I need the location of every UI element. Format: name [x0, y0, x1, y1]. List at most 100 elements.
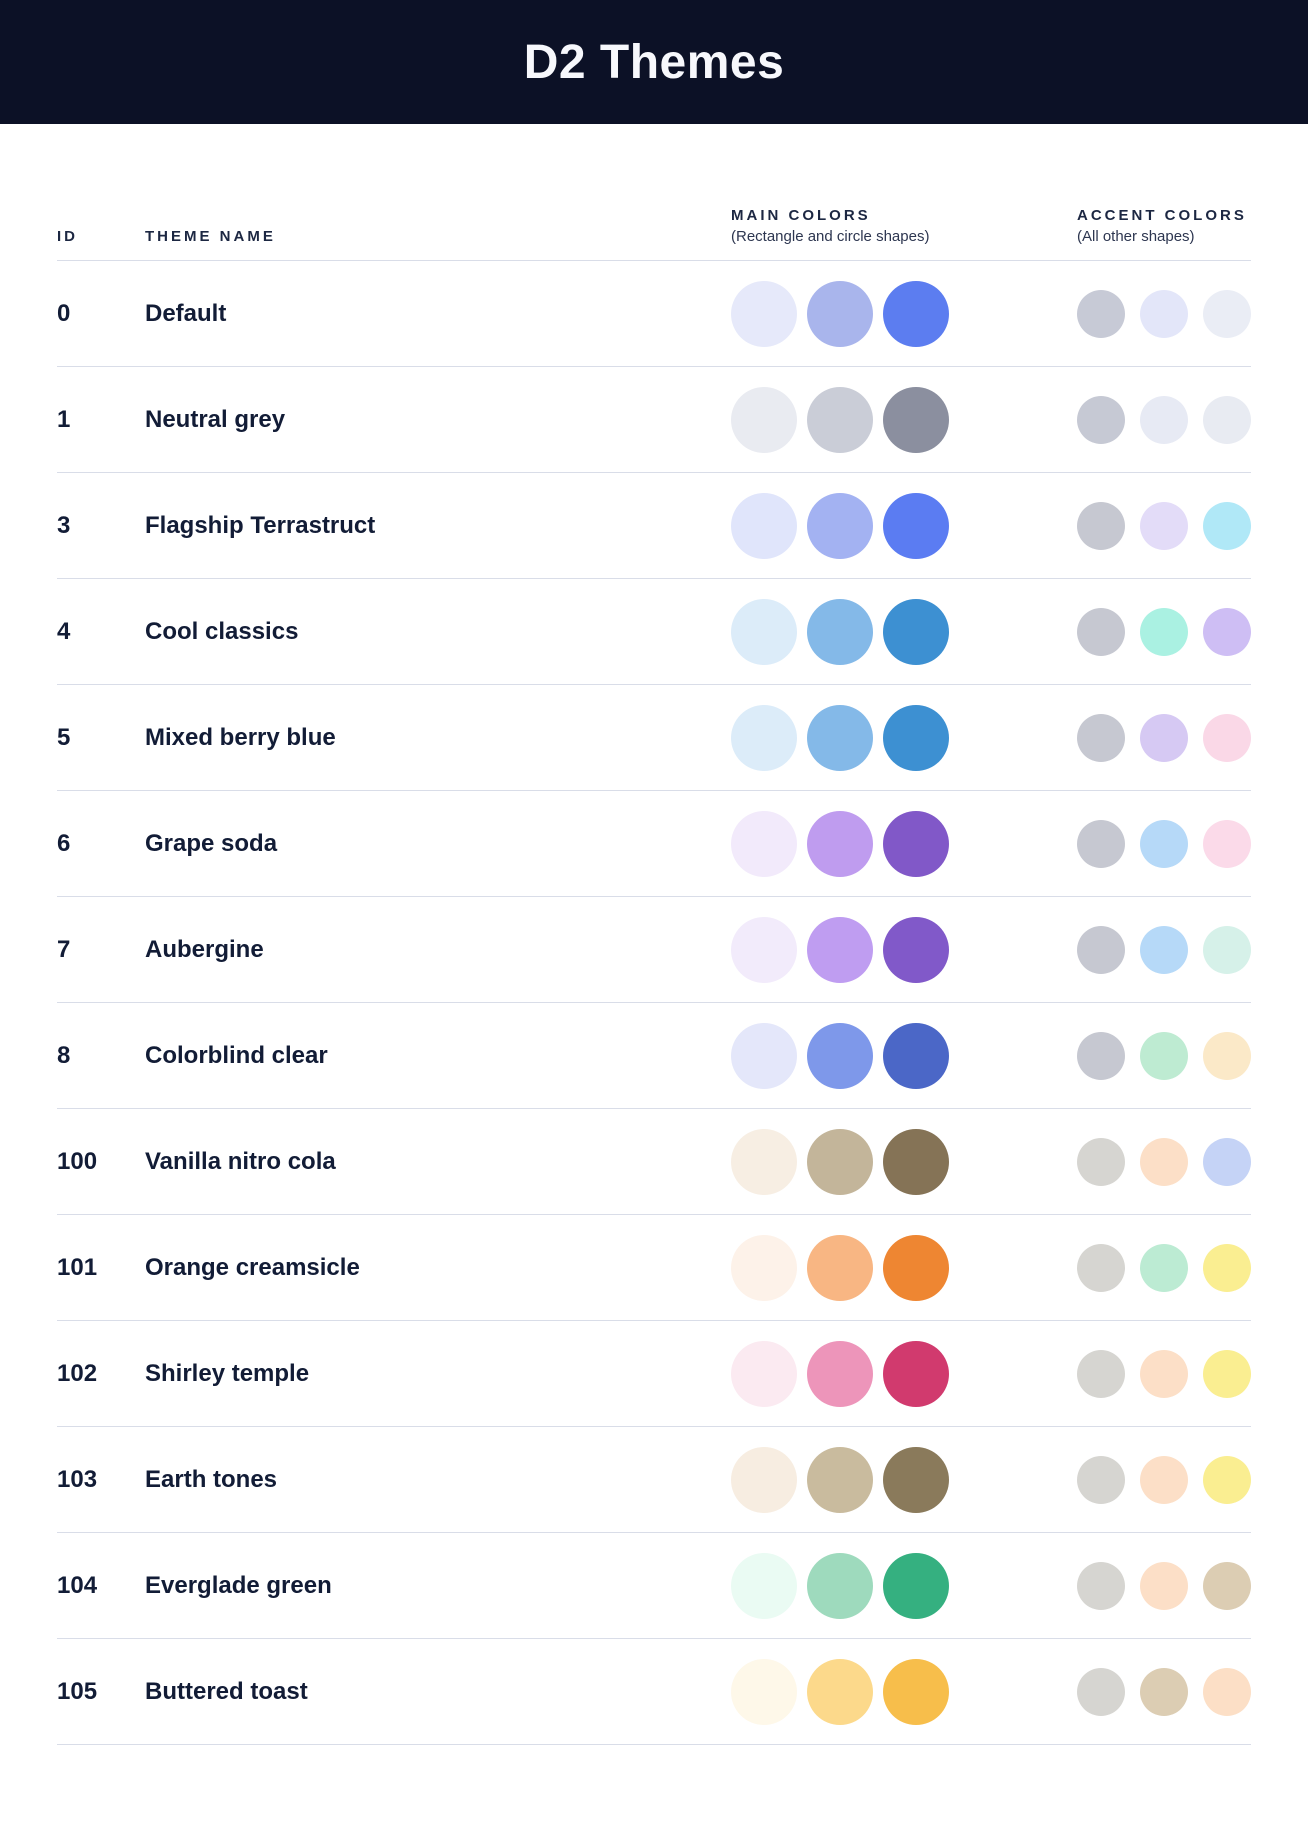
accent-color-swatch: [1077, 395, 1125, 444]
accent-colors-sublabel: (All other shapes): [1077, 228, 1195, 245]
accent-color-swatch: [1077, 713, 1125, 762]
theme-name: Vanilla nitro cola: [145, 1147, 336, 1175]
main-colors-swatches: [731, 280, 949, 347]
main-color-swatch: [731, 492, 797, 559]
accent-color-swatch: [1140, 395, 1188, 444]
accent-color-swatch: [1203, 607, 1251, 656]
main-color-swatch: [883, 1658, 949, 1725]
main-colors-sublabel: (Rectangle and circle shapes): [731, 228, 930, 245]
theme-id: 0: [57, 299, 71, 327]
accent-color-swatch: [1203, 395, 1251, 444]
table-row: 6 Grape soda: [57, 791, 1251, 897]
theme-table-body: 0 Default 1 Neutral grey 3 Flagship Terr…: [57, 260, 1251, 1745]
table-row: 100 Vanilla nitro cola: [57, 1109, 1251, 1215]
main-color-swatch: [883, 810, 949, 877]
column-header-id: ID: [57, 228, 78, 245]
main-color-swatch: [731, 1340, 797, 1407]
main-colors-label: MAIN COLORS: [731, 207, 871, 224]
accent-color-swatch: [1140, 501, 1188, 550]
accent-color-swatch: [1077, 1349, 1125, 1398]
main-colors-swatches: [731, 810, 949, 877]
main-color-swatch: [731, 1128, 797, 1195]
main-color-swatch: [883, 1340, 949, 1407]
main-color-swatch: [807, 1446, 873, 1513]
accent-color-swatch: [1203, 1031, 1251, 1080]
main-color-swatch: [731, 598, 797, 665]
main-color-swatch: [807, 704, 873, 771]
theme-id: 1: [57, 405, 71, 433]
theme-id: 100: [57, 1147, 98, 1175]
main-color-swatch: [883, 704, 949, 771]
accent-color-swatch: [1203, 501, 1251, 550]
accent-color-swatch: [1140, 819, 1188, 868]
main-color-swatch: [807, 916, 873, 983]
main-colors-swatches: [731, 1552, 949, 1619]
main-color-swatch: [731, 386, 797, 453]
theme-id: 105: [57, 1677, 98, 1705]
main-colors-swatches: [731, 1658, 949, 1725]
accent-color-swatch: [1203, 1561, 1251, 1610]
accent-color-swatch: [1203, 713, 1251, 762]
theme-id: 103: [57, 1465, 98, 1493]
theme-id: 102: [57, 1359, 98, 1387]
accent-color-swatch: [1203, 1349, 1251, 1398]
main-color-swatch: [807, 492, 873, 559]
accent-color-swatch: [1140, 1455, 1188, 1504]
main-color-swatch: [807, 598, 873, 665]
accent-colors-swatches: [1077, 1455, 1251, 1504]
theme-name: Shirley temple: [145, 1359, 310, 1387]
column-header-main-colors: MAIN COLORS (Rectangle and circle shapes…: [731, 207, 949, 246]
theme-id: 5: [57, 723, 71, 751]
themes-table: ID THEME NAME MAIN COLORS (Rectangle and…: [57, 124, 1251, 1745]
main-color-swatch: [807, 1234, 873, 1301]
accent-colors-swatches: [1077, 289, 1251, 338]
accent-color-swatch: [1140, 1243, 1188, 1292]
accent-colors-label: ACCENT COLORS: [1077, 207, 1247, 224]
accent-color-swatch: [1077, 819, 1125, 868]
accent-color-swatch: [1140, 1667, 1188, 1716]
main-color-swatch: [731, 704, 797, 771]
main-color-swatch: [731, 916, 797, 983]
accent-colors-swatches: [1077, 713, 1251, 762]
main-color-swatch: [807, 1340, 873, 1407]
theme-name: Cool classics: [145, 617, 299, 645]
theme-name: Buttered toast: [145, 1677, 308, 1705]
main-color-swatch: [883, 386, 949, 453]
column-header-accent-colors: ACCENT COLORS (All other shapes): [1077, 207, 1251, 246]
accent-color-swatch: [1140, 607, 1188, 656]
accent-color-swatch: [1140, 1137, 1188, 1186]
main-color-swatch: [731, 1446, 797, 1513]
accent-color-swatch: [1203, 289, 1251, 338]
main-color-swatch: [883, 916, 949, 983]
main-color-swatch: [731, 810, 797, 877]
table-row: 0 Default: [57, 261, 1251, 367]
accent-color-swatch: [1140, 1561, 1188, 1610]
main-colors-swatches: [731, 916, 949, 983]
main-color-swatch: [883, 492, 949, 559]
main-colors-swatches: [731, 1446, 949, 1513]
main-colors-swatches: [731, 1340, 949, 1407]
accent-color-swatch: [1140, 289, 1188, 338]
theme-name: Colorblind clear: [145, 1041, 328, 1069]
accent-colors-swatches: [1077, 1349, 1251, 1398]
main-color-swatch: [731, 280, 797, 347]
accent-colors-swatches: [1077, 1667, 1251, 1716]
table-row: 7 Aubergine: [57, 897, 1251, 1003]
table-row: 4 Cool classics: [57, 579, 1251, 685]
main-color-swatch: [807, 280, 873, 347]
main-color-swatch: [731, 1658, 797, 1725]
theme-name: Grape soda: [145, 829, 278, 857]
accent-color-swatch: [1077, 1667, 1125, 1716]
theme-name: Earth tones: [145, 1465, 278, 1493]
accent-color-swatch: [1203, 1667, 1251, 1716]
accent-color-swatch: [1077, 1455, 1125, 1504]
accent-colors-swatches: [1077, 925, 1251, 974]
accent-color-swatch: [1140, 1349, 1188, 1398]
theme-name: Flagship Terrastruct: [145, 511, 376, 539]
accent-color-swatch: [1077, 1561, 1125, 1610]
accent-colors-swatches: [1077, 607, 1251, 656]
theme-name: Orange creamsicle: [145, 1253, 360, 1281]
theme-name: Neutral grey: [145, 405, 286, 433]
accent-color-swatch: [1140, 1031, 1188, 1080]
theme-id: 3: [57, 511, 71, 539]
